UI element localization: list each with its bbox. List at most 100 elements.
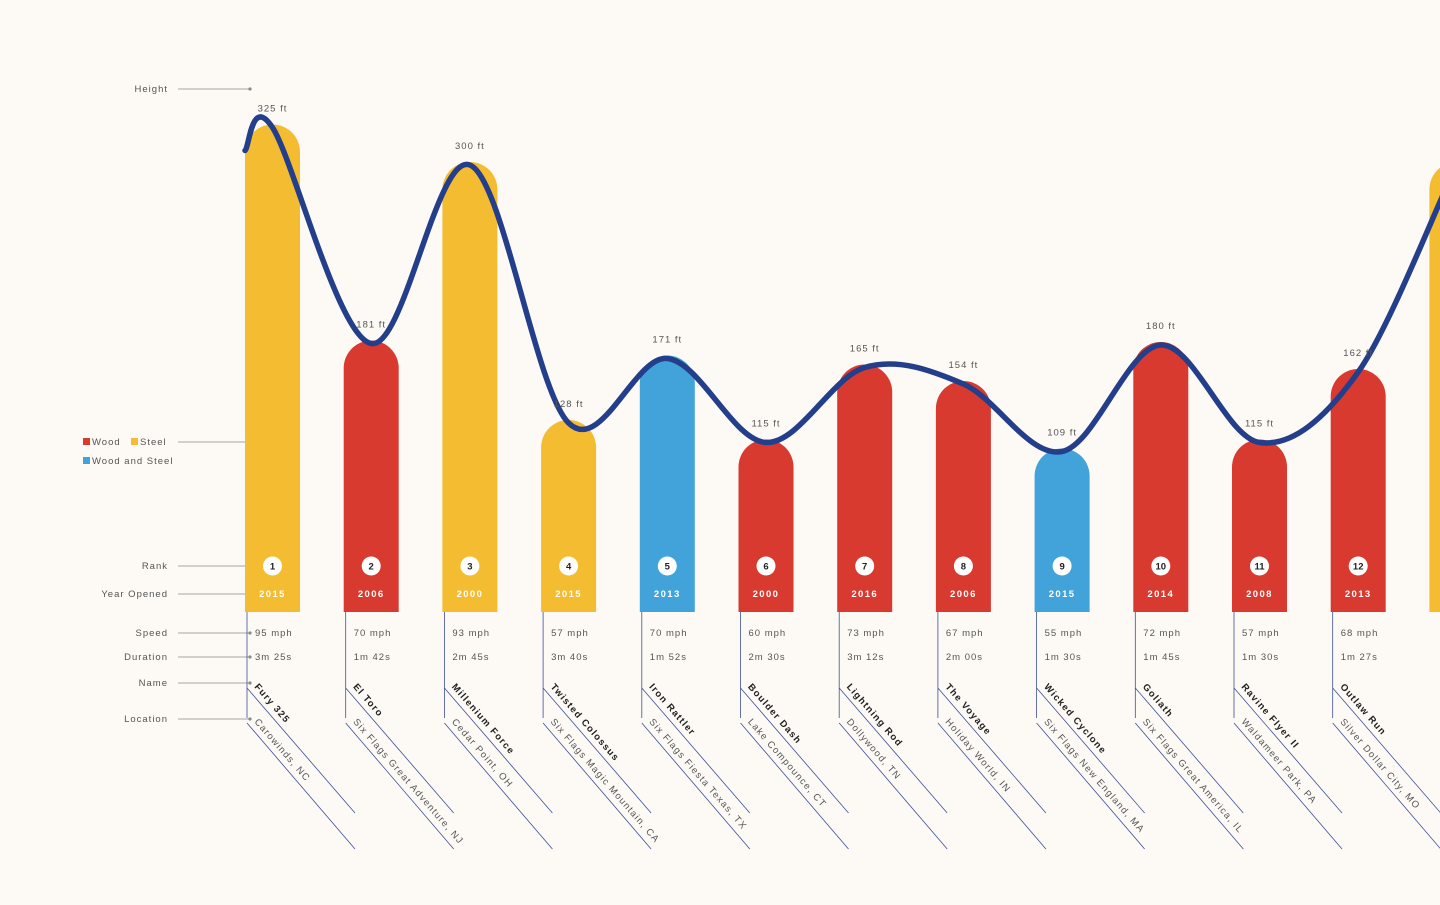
row-label-height: Height [135,84,168,95]
rank-badge [953,556,973,576]
legend-label-hybrid: Wood and Steel [92,456,173,467]
height-label: 162 ft [1343,348,1373,359]
bar-partial [1429,167,1440,612]
year-opened: 2006 [358,589,385,600]
track-line [242,114,1440,455]
leader-dot-height [248,87,252,91]
rank-number: 10 [1156,562,1167,573]
coaster-name: Ravine Flyer II [1239,682,1301,751]
row-label-speed: Speed [136,628,168,639]
row-label-name: Name [139,678,168,689]
location-slant-line [1134,722,1244,850]
rank-number: 9 [1059,562,1064,573]
legend-swatch-hybrid [83,457,90,464]
year-opened: 2000 [753,589,780,600]
coaster-location: Cedar Point, OH [449,717,515,790]
bar-6 [738,439,794,612]
name-slant-line [345,687,455,814]
year-opened: 2015 [1049,589,1076,600]
duration-value: 1m 42s [354,652,391,663]
height-label: 300 ft [455,141,485,152]
leader-dot-speed [248,631,252,635]
leader-dot-location [248,717,252,721]
year-opened: 2015 [259,589,286,600]
year-opened: 2006 [950,589,977,600]
height-label: 165 ft [850,344,880,355]
year-opened: 2015 [555,589,582,600]
rank-number: 3 [467,562,472,573]
speed-value: 95 mph [255,628,293,639]
duration-value: 2m 30s [749,652,786,663]
location-slant-line [641,722,751,850]
duration-value: 1m 27s [1341,652,1378,663]
rank-number: 11 [1254,562,1265,573]
duration-value: 3m 40s [551,652,588,663]
name-slant-line [1233,687,1343,814]
row-label-location: Location [124,714,168,725]
rank-number: 4 [566,562,572,573]
track [242,114,1440,455]
location-slant-line [740,722,849,850]
name-slant-line [641,687,751,814]
bars [245,124,1440,612]
rank-number: 7 [862,562,867,573]
coaster-location: Six Flags Magic Mountain, CA [548,717,662,846]
height-label: 171 ft [652,335,682,346]
speed-value: 60 mph [749,628,787,639]
rank-badge [1052,556,1072,576]
bar-10 [1133,342,1189,612]
location-slant-line [838,722,948,850]
speed-value: 93 mph [452,628,490,639]
name-slant-line [444,687,553,814]
bar-12 [1330,369,1386,612]
row-label-duration: Duration [124,652,168,663]
bar-11 [1232,439,1287,612]
bar-9 [1034,448,1090,612]
duration-value: 1m 52s [650,652,687,663]
legend-label-steel: Steel [140,437,167,448]
height-label: 109 ft [1047,428,1077,439]
height-label: 115 ft [751,419,780,430]
name-slant-line [1036,687,1145,814]
name-slant-line [1332,687,1440,813]
legend-swatch-wood [83,438,90,445]
height-label: 180 ft [1146,321,1176,332]
location-slant-line [1332,722,1440,849]
speed-value: 73 mph [847,628,885,639]
year-opened: 2016 [851,589,878,600]
duration-value: 3m 12s [847,652,884,663]
year-opened: 2000 [457,589,484,600]
rank-number: 12 [1353,562,1364,573]
rank-number: 5 [665,562,671,573]
rank-badge [1151,556,1171,576]
location-slant-line [542,722,652,850]
coaster-name: Boulder Dash [745,682,803,747]
leader-dot-duration [248,655,252,659]
legend-label-wood: Wood [92,437,121,448]
duration-value: 2m 45s [452,652,489,663]
rank-number: 8 [961,562,966,573]
location-slant-line [345,722,455,850]
location-slant-line [937,722,1047,850]
bar-8 [935,380,991,612]
row-label-rank: Rank [142,561,168,572]
year-opened: 2014 [1147,589,1174,600]
bar-1 [245,124,300,612]
coaster-location: Carowinds, NC [252,717,312,784]
year-opened: 2013 [654,589,681,600]
location-slant-line [1233,722,1343,850]
speed-value: 72 mph [1143,628,1181,639]
height-label: 154 ft [949,360,979,371]
duration-value: 1m 45s [1143,652,1180,663]
coaster-location: Six Flags Fiesta Texas, TX [647,717,749,832]
leader-lines [178,87,1440,850]
height-label: 128 ft [554,399,584,410]
row-label-year: Year Opened [101,589,168,600]
year-opened: 2008 [1246,589,1273,600]
speed-value: 57 mph [1242,628,1280,639]
bar-2 [343,340,399,612]
name-slant-line [740,687,849,814]
name-slant-line [838,687,948,814]
duration-value: 3m 25s [255,652,292,663]
